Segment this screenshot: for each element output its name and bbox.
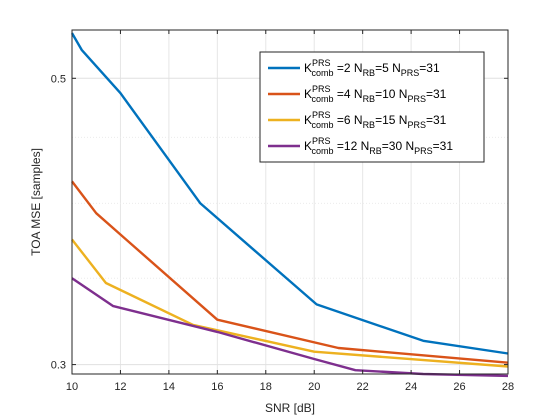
legend-label-2: KPRS comb =4 NRB=10 NPRS=31 [304, 84, 447, 104]
y-axis-label: TOA MSE [samples] [29, 148, 43, 256]
series-line-3 [71, 238, 509, 368]
legend-box [259, 51, 485, 163]
x-axis-label: SNR [dB] [265, 401, 315, 415]
x-tick-label: 20 [308, 381, 320, 393]
y-tick-label: 0.5 [51, 73, 66, 85]
x-tick-label: 26 [453, 381, 465, 393]
axes-box [71, 29, 509, 375]
x-tick-label: 10 [66, 381, 78, 393]
x-tick-label: 16 [211, 381, 223, 393]
legend-label-1: KPRS comb =2 NRB=5 NPRS=31 [304, 58, 440, 78]
x-tick-label: 24 [405, 381, 417, 393]
x-tick-label: 22 [357, 381, 369, 393]
x-tick-label: 14 [163, 381, 175, 393]
legend-label-3: KPRS comb =6 NRB=15 NPRS=31 [304, 110, 447, 130]
series-line-2 [71, 180, 509, 364]
y-tick-label: 0.3 [51, 360, 66, 372]
legend: KPRS comb =2 NRB=5 NPRS=31 KPRS comb =4 NRB… [259, 51, 485, 163]
x-tick-label: 18 [260, 381, 272, 393]
x-tick-label: 28 [502, 381, 514, 393]
x-tick-label: 12 [114, 381, 126, 393]
legend-label-4: KPRS comb =12 NRB=30 NPRS=31 [304, 136, 453, 156]
axis-ticks: 10 12 14 16 18 20 22 24 26 28 0.3 0.5 [51, 30, 514, 393]
series-line-1 [70, 32, 509, 355]
